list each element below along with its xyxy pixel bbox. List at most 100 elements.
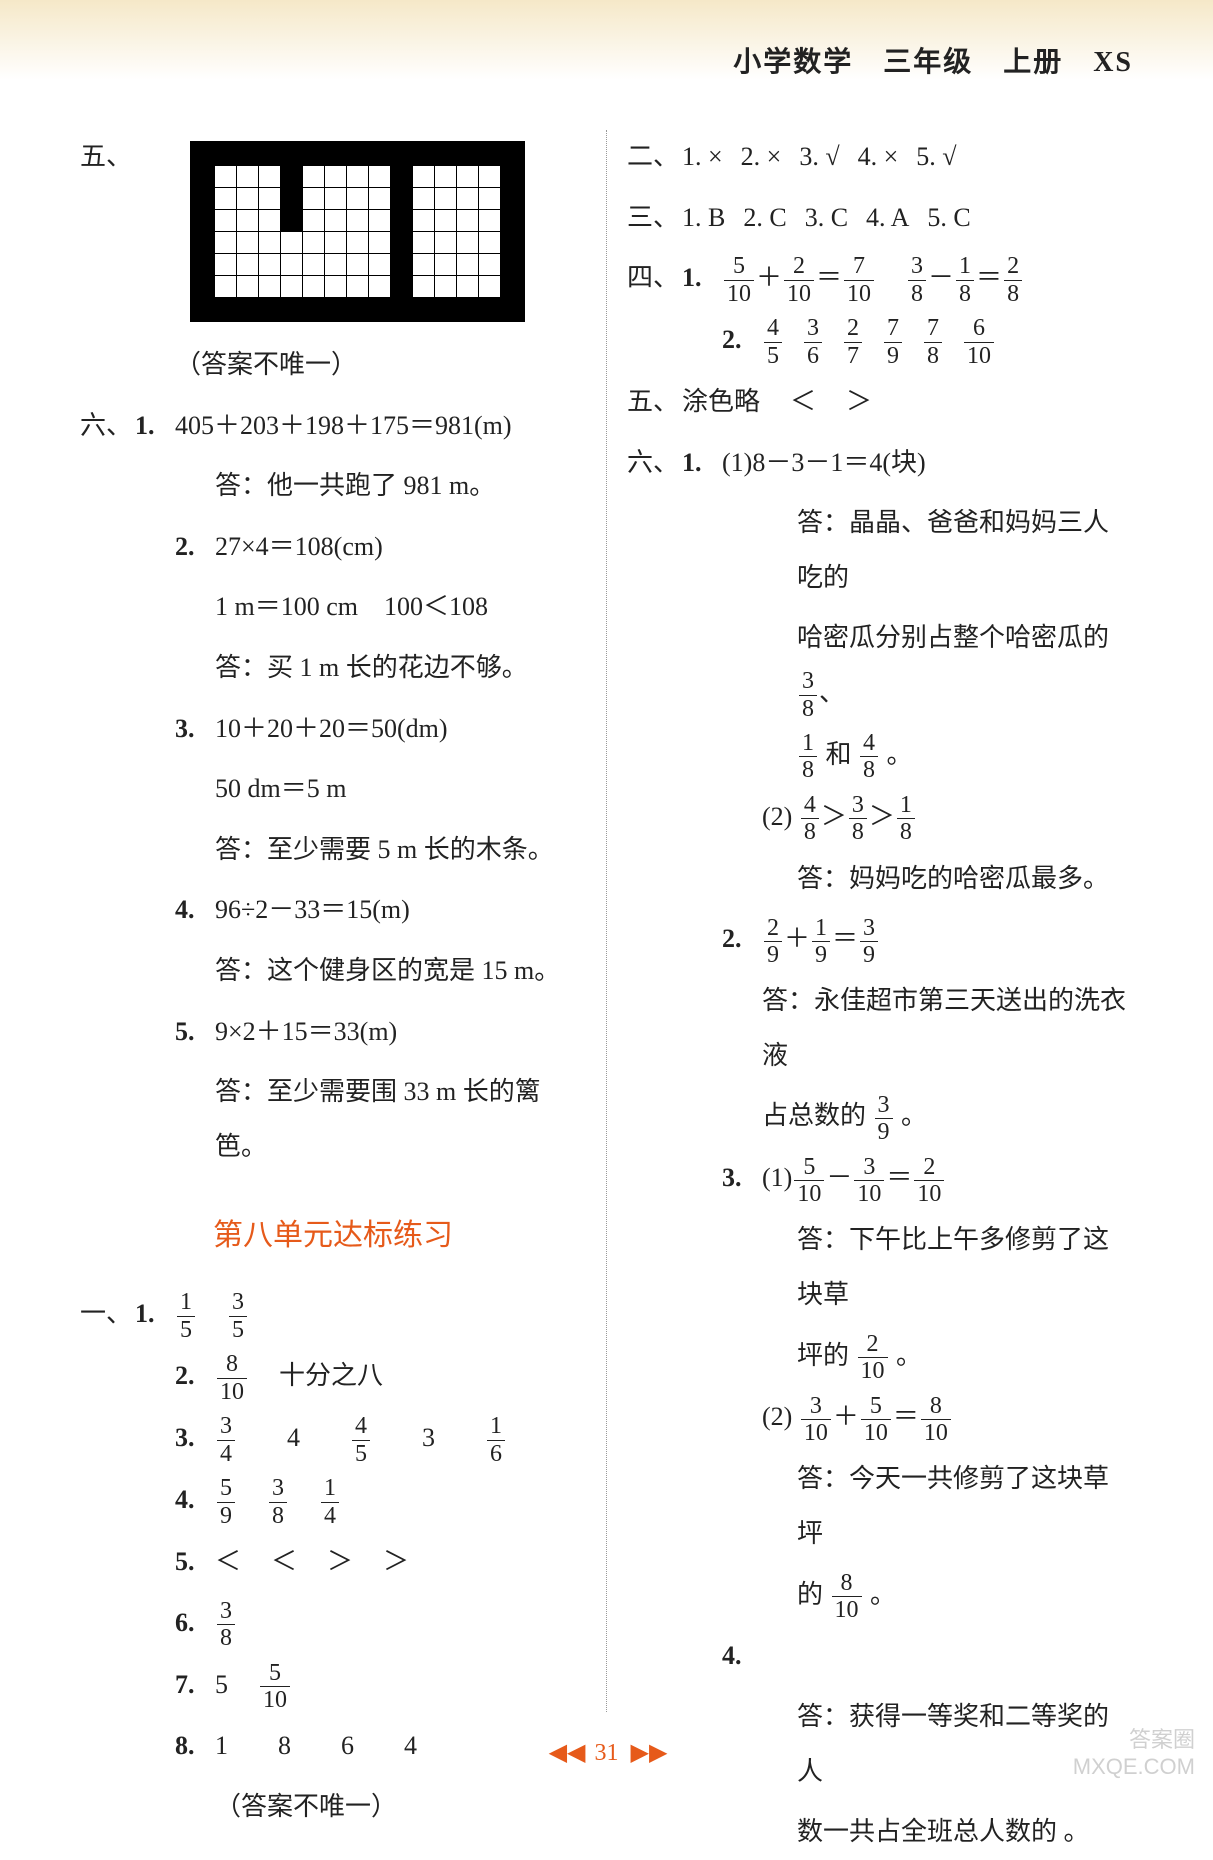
fraction: 310 — [852, 1154, 886, 1208]
fraction: 210 — [856, 1331, 890, 1385]
fraction: 18 — [954, 253, 976, 307]
section-2-label: 二、 — [627, 130, 682, 185]
page-footer: ◀ ◀ 31 ▶ ▶ — [0, 1738, 1213, 1767]
fraction: 810 — [215, 1351, 249, 1405]
fraction: 610 — [962, 315, 996, 369]
comparison: 48＞38＞18 — [799, 802, 917, 831]
fraction: 45 — [762, 315, 784, 369]
answer-line: 答：今天一共修剪了这块草坪 — [627, 1452, 1133, 1561]
fraction: 48 — [799, 792, 821, 846]
grid-note: （答案不唯一） — [80, 338, 586, 393]
fraction: 510 — [792, 1154, 826, 1208]
symbol-list: ＜＜＞＞ — [215, 1535, 409, 1590]
fraction: 39 — [873, 1101, 895, 1130]
page-number: 31 — [595, 1740, 619, 1766]
fraction: 810 — [830, 1570, 864, 1624]
sub-label: (1) — [762, 1151, 792, 1206]
answer-line: 答：这个健身区的宽是 15 m。 — [80, 944, 586, 999]
fraction: 48 — [858, 740, 880, 769]
equation: 310＋510＝810 — [799, 1402, 953, 1431]
fraction: 210 — [856, 1341, 890, 1370]
answer-line: 哈密瓜分别占整个哈密瓜的 — [797, 623, 1109, 652]
answer-line: 1 m＝100 cm 100＜108 — [80, 580, 586, 635]
symbol: ＞ — [327, 1547, 353, 1576]
watermark-line: 答案圈 — [1073, 1727, 1195, 1753]
watermark-line: MXQE.COM — [1073, 1754, 1195, 1780]
symbol-list: ＜＞ — [790, 375, 872, 430]
fraction: 18 — [895, 792, 917, 846]
fraction: 210 — [912, 1154, 946, 1208]
text: 和 — [826, 740, 852, 769]
answer-line: 的 — [797, 1580, 823, 1609]
value: 5 — [215, 1658, 228, 1713]
sub-label: (1) — [722, 436, 752, 491]
fraction: 39 — [873, 1092, 895, 1146]
main-content: 五、 （答案不唯一） 六、1.405＋203＋198＋175＝981(m)答：他… — [60, 130, 1153, 1712]
fraction: 38 — [906, 253, 928, 307]
answer-line: 答：下午比上午多修剪了这块草 — [627, 1213, 1133, 1322]
fraction: 29 — [762, 915, 784, 969]
answer-line: 答：至少需要 5 m 长的木条。 — [80, 823, 586, 878]
fraction: 38 — [797, 668, 819, 722]
answer-item: 2. × — [741, 142, 782, 171]
answer-item: 3. √ — [799, 142, 839, 171]
answer-line: 50 dm＝5 m — [80, 762, 586, 817]
punct: 。 — [901, 1101, 927, 1130]
answer-list: 1. B2. C3. C4. A5. C — [682, 191, 971, 246]
equation: 8－3－1＝4(块) — [752, 436, 925, 491]
fraction: 510 — [859, 1393, 893, 1447]
symbol: ＜ — [271, 1547, 297, 1576]
section-1-label: 一、 — [80, 1287, 135, 1342]
item-num: 5. — [175, 1535, 215, 1590]
answer-line: 答：永佳超市第三天送出的洗衣液 — [627, 974, 1133, 1083]
fraction: 810 — [919, 1393, 953, 1447]
symbol: ＞ — [846, 387, 872, 416]
fraction: 78 — [922, 315, 944, 369]
unit-title: 第八单元达标练习 — [80, 1204, 586, 1267]
fraction: 810 — [215, 1349, 249, 1405]
fraction: 27 — [842, 315, 864, 369]
frac-group: 1535 — [175, 1287, 249, 1343]
item-num: 2. — [722, 313, 762, 368]
section-6r-label: 六、 — [627, 436, 682, 491]
symbol: ＜ — [215, 1547, 241, 1576]
section-6-label: 六、 — [80, 399, 135, 454]
answer-line: 9×2＋15＝33(m) — [215, 1005, 397, 1060]
sub-label: (2) — [762, 802, 792, 831]
answer-line: 96÷2－33＝15(m) — [215, 883, 410, 938]
item-num: 2. — [175, 1349, 215, 1404]
section-4-label: 四、 — [627, 251, 682, 306]
value: 3 — [422, 1423, 435, 1452]
fraction: 510 — [258, 1660, 292, 1714]
grid-figure — [190, 141, 525, 322]
item-num: 5. — [175, 1005, 215, 1060]
equation: 510－310＝210 — [792, 1151, 946, 1207]
fraction: 38 — [215, 1596, 237, 1652]
answer-item: 1. × — [682, 142, 723, 171]
arrow-right-icon: ▶ ▶ — [631, 1740, 665, 1766]
answer-item: 5. C — [927, 203, 970, 232]
mixed-list: 34445316 — [215, 1411, 507, 1467]
item-num: 7. — [175, 1658, 215, 1713]
fraction: 19 — [810, 915, 832, 969]
answer-item: 5. √ — [916, 142, 956, 171]
fraction: 15 — [175, 1289, 197, 1343]
item-num: 4. — [722, 1629, 762, 1684]
answer-line: 27×4＝108(cm) — [215, 520, 383, 575]
answer-line: 405＋203＋198＋175＝981(m) — [175, 399, 512, 454]
answer-line: 坪的 — [797, 1341, 849, 1370]
equation: 29＋19＝39 — [762, 912, 880, 968]
answer-item: 4. × — [858, 142, 899, 171]
answer-line: 占总数的 — [762, 1101, 866, 1130]
answer-item: 3. C — [805, 203, 848, 232]
watermark: 答案圈 MXQE.COM — [1073, 1727, 1195, 1780]
punct: 。 — [870, 1580, 896, 1609]
punct: 。 — [1064, 1817, 1090, 1846]
equation: 510＋210＝710 — [722, 251, 876, 307]
answer-line: 答：他一共跑了 981 m。 — [80, 459, 586, 514]
fraction: 38 — [267, 1475, 289, 1529]
answer-line: 数一共占全班总人数的 — [797, 1817, 1057, 1846]
value: 4 — [287, 1423, 300, 1452]
item-num: 3. — [175, 1411, 215, 1466]
fraction: 79 — [882, 315, 904, 369]
